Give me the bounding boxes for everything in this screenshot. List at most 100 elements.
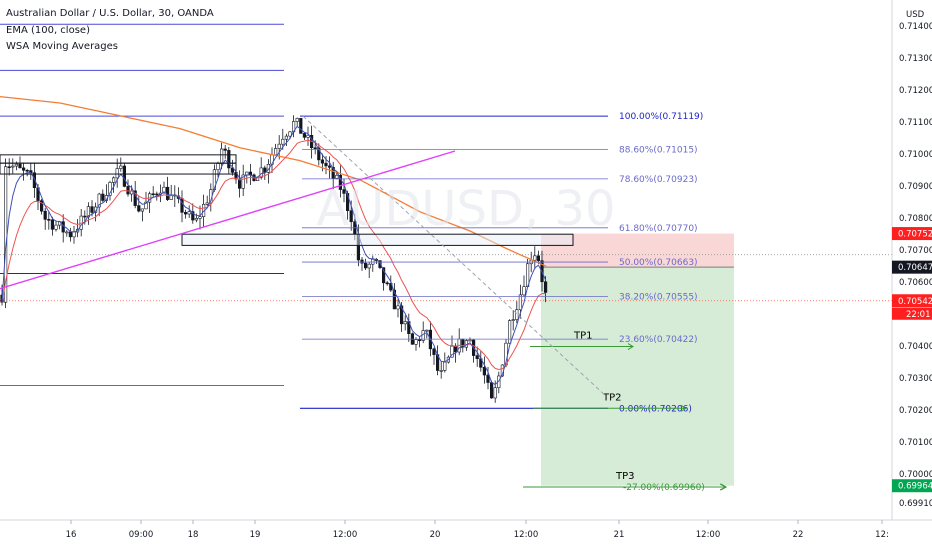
bull-candle[interactable] <box>284 135 289 140</box>
bull-candle[interactable] <box>522 286 526 296</box>
bull-candle[interactable] <box>335 174 339 179</box>
bull-candle[interactable] <box>194 218 199 221</box>
bull-candle[interactable] <box>97 193 101 208</box>
indicator-ema-label[interactable]: EMA (100, close) <box>6 25 90 36</box>
bear-candle[interactable] <box>137 205 141 212</box>
bull-candle[interactable] <box>396 305 400 310</box>
bear-candle[interactable] <box>68 231 72 238</box>
wsa-fast-line[interactable] <box>1 125 547 386</box>
bear-candle[interactable] <box>299 118 303 134</box>
bear-candle[interactable] <box>338 174 343 190</box>
supply-zone-box[interactable] <box>181 233 574 246</box>
rising-trendline[interactable] <box>0 150 456 290</box>
bear-candle[interactable] <box>317 147 321 161</box>
bull-candle[interactable] <box>144 201 148 210</box>
bear-candle[interactable] <box>324 162 328 167</box>
price-axis[interactable] <box>892 0 932 520</box>
bear-candle[interactable] <box>43 210 47 220</box>
bull-candle[interactable] <box>507 320 512 344</box>
bear-candle[interactable] <box>342 189 346 194</box>
bull-candle[interactable] <box>54 224 58 230</box>
bear-candle[interactable] <box>230 167 235 173</box>
bear-candle[interactable] <box>360 259 364 264</box>
bear-candle[interactable] <box>166 186 170 200</box>
bull-candle[interactable] <box>108 182 112 196</box>
bear-candle[interactable] <box>238 178 242 189</box>
projection-dashed-line[interactable] <box>302 115 605 395</box>
bear-candle[interactable] <box>399 305 404 325</box>
bull-candle[interactable] <box>515 309 519 320</box>
bull-candle[interactable] <box>216 163 220 171</box>
bull-candle[interactable] <box>112 177 116 183</box>
bear-candle[interactable] <box>482 366 487 376</box>
indicator-wsa-label[interactable]: WSA Moving Averages <box>6 41 118 52</box>
wsa-slow-line[interactable] <box>1 139 546 371</box>
bear-candle[interactable] <box>475 355 479 359</box>
bull-candle[interactable] <box>72 231 76 238</box>
bull-candle[interactable] <box>281 138 285 145</box>
bull-candle[interactable] <box>414 339 418 345</box>
bull-candle[interactable] <box>273 148 278 156</box>
bull-candle[interactable] <box>493 387 497 399</box>
bull-candle[interactable] <box>11 165 15 168</box>
bear-candle[interactable] <box>536 255 540 261</box>
bear-candle[interactable] <box>417 339 422 341</box>
bear-candle[interactable] <box>345 193 350 211</box>
bear-candle[interactable] <box>248 171 253 176</box>
bull-candle[interactable] <box>443 361 447 371</box>
bull-candle[interactable] <box>511 319 515 321</box>
bear-candle[interactable] <box>83 215 87 218</box>
bull-candle[interactable] <box>295 118 299 122</box>
bull-candle[interactable] <box>518 294 522 311</box>
bear-candle[interactable] <box>432 348 436 355</box>
bull-candle[interactable] <box>220 148 224 164</box>
bear-candle[interactable] <box>302 133 307 138</box>
bear-candle[interactable] <box>327 165 332 168</box>
bear-candle[interactable] <box>47 219 51 221</box>
bear-candle[interactable] <box>21 167 26 171</box>
bear-candle[interactable] <box>543 281 548 293</box>
bear-candle[interactable] <box>191 211 195 221</box>
bull-candle[interactable] <box>277 143 281 149</box>
bear-candle[interactable] <box>155 193 159 196</box>
bull-candle[interactable] <box>403 321 407 325</box>
bear-candle[interactable] <box>385 282 389 285</box>
bull-candle[interactable] <box>468 339 472 342</box>
bear-candle[interactable] <box>223 148 227 151</box>
bear-candle[interactable] <box>349 210 353 223</box>
bull-candle[interactable] <box>14 163 18 167</box>
bear-candle[interactable] <box>101 193 105 201</box>
bear-candle[interactable] <box>363 262 368 269</box>
bull-candle[interactable] <box>140 208 145 212</box>
bull-candle[interactable] <box>205 202 209 205</box>
bull-candle[interactable] <box>439 370 443 372</box>
bear-candle[interactable] <box>122 165 126 187</box>
bull-candle[interactable] <box>115 168 119 179</box>
bear-candle[interactable] <box>151 193 155 196</box>
bear-candle[interactable] <box>50 219 54 230</box>
bear-candle[interactable] <box>32 172 36 188</box>
bear-candle[interactable] <box>184 212 188 215</box>
bear-candle[interactable] <box>39 200 44 212</box>
time-axis[interactable] <box>0 520 932 550</box>
resistance-box[interactable] <box>0 162 237 175</box>
bull-candle[interactable] <box>187 211 191 215</box>
bear-candle[interactable] <box>313 147 317 150</box>
bull-candle[interactable] <box>65 231 69 234</box>
bull-candle[interactable] <box>86 206 90 218</box>
bull-candle[interactable] <box>162 186 166 194</box>
bull-candle[interactable] <box>288 131 292 137</box>
bull-candle[interactable] <box>119 165 123 169</box>
bear-candle[interactable] <box>133 190 137 206</box>
bear-candle[interactable] <box>392 289 397 310</box>
bull-candle[interactable] <box>425 329 429 332</box>
bear-candle[interactable] <box>486 374 490 383</box>
bull-candle[interactable] <box>241 174 245 189</box>
bear-candle[interactable] <box>126 186 130 195</box>
bear-candle[interactable] <box>489 382 494 399</box>
bear-candle[interactable] <box>7 166 11 169</box>
take-profit-zone[interactable] <box>541 267 734 486</box>
bear-candle[interactable] <box>25 169 29 172</box>
bull-candle[interactable] <box>259 167 263 178</box>
